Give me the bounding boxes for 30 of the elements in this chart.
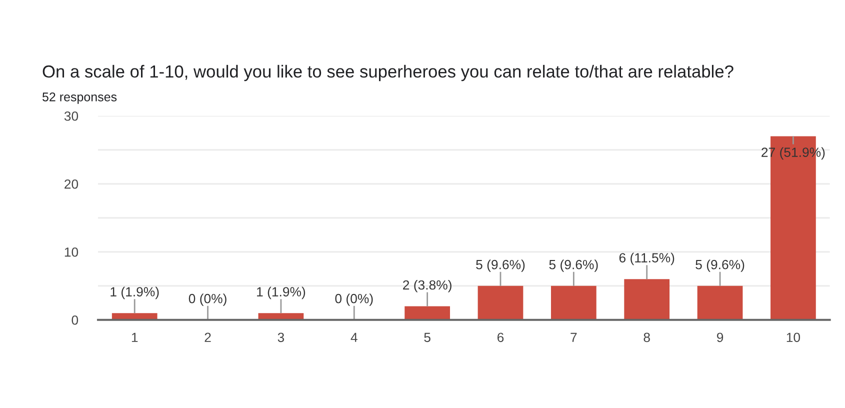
y-tick-label: 30 <box>64 111 78 121</box>
data-label: 6 (11.5%) <box>619 252 674 266</box>
x-tick-label: 2 <box>204 332 211 342</box>
x-tick-label: 5 <box>424 332 430 342</box>
data-label: 5 (9.6%) <box>696 260 744 272</box>
bar <box>404 306 450 320</box>
bar <box>550 286 596 320</box>
bar <box>624 279 670 320</box>
data-label: 0 (0%) <box>188 294 226 306</box>
chart-title: On a scale of 1-10, would you like to see superheroes you can relate to/that are relatable? <box>42 64 734 82</box>
x-tick-label: 8 <box>644 332 650 342</box>
x-tick-label: 9 <box>716 332 724 342</box>
chart-subtitle: 52 responses <box>42 92 117 104</box>
data-label: 2 (3.8%) <box>403 280 452 292</box>
x-tick-label: 1 <box>132 332 138 342</box>
data-label: 5 (9.6%) <box>476 260 525 272</box>
x-tick-label: 7 <box>570 332 577 342</box>
y-tick-label: 20 <box>64 179 78 189</box>
x-tick-label: 6 <box>497 332 504 342</box>
data-label: 1 (1.9%) <box>110 286 159 300</box>
y-tick-label: 0 <box>72 315 78 325</box>
x-tick-label: 10 <box>786 332 800 342</box>
x-tick-label: 3 <box>278 332 284 342</box>
x-tick-label: 4 <box>350 332 358 342</box>
data-label: 5 (9.6%) <box>549 260 598 272</box>
bar <box>478 286 524 320</box>
y-tick-label: 10 <box>64 247 78 257</box>
data-label: 1 (1.9%) <box>257 286 306 300</box>
bar <box>697 286 743 320</box>
data-label: 0 (0%) <box>335 294 373 306</box>
